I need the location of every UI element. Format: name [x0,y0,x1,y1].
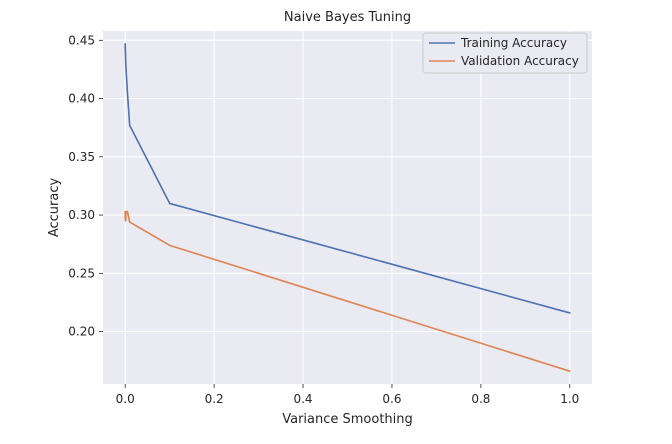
data-point-training-accuracy [124,43,126,45]
x-tick-label: 0.8 [471,392,490,406]
data-point-validation-accuracy [125,210,127,213]
x-tick-label: 0.2 [205,392,224,406]
legend-label-training-accuracy: Training Accuracy [460,36,567,50]
y-tick-label: 0.20 [68,325,95,339]
y-tick-label: 0.30 [68,208,95,222]
y-tick-label: 0.35 [68,150,95,164]
x-tick-label: 0.6 [382,392,401,406]
x-tick-label: 0.0 [116,392,135,406]
chart-title: Naive Bayes Tuning [284,10,411,25]
legend-label-validation-accuracy: Validation Accuracy [461,54,579,68]
y-tick-label: 0.45 [68,33,95,47]
legend: Training Accuracy Validation Accuracy [422,32,588,74]
data-point-validation-accuracy [569,370,571,372]
data-point-validation-accuracy [124,217,126,220]
x-tick-label: 0.4 [293,392,312,406]
x-axis-label: Variance Smoothing [282,412,413,427]
y-tick-label: 0.25 [68,266,95,280]
data-point-training-accuracy [129,124,131,126]
data-point-training-accuracy [169,202,171,205]
data-point-training-accuracy [569,312,571,314]
grid [103,31,592,384]
legend-frame [422,32,588,74]
data-point-training-accuracy [125,60,127,62]
data-point-training-accuracy [126,92,129,94]
y-axis-label: Accuracy [47,178,62,238]
data-point-validation-accuracy [126,210,129,213]
data-point-training-accuracy [124,51,127,53]
data-point-training-accuracy [124,46,126,48]
data-point-training-accuracy [125,70,127,72]
data-point-validation-accuracy [169,244,171,246]
data-point-validation-accuracy [124,219,127,221]
data-point-validation-accuracy [125,220,127,222]
data-point-validation-accuracy [129,221,131,223]
x-tick-label: 1.0 [560,392,579,406]
series [124,43,571,372]
ticks: 0.0 0.2 0.4 0.6 0.8 1.0 0.20 0.25 0.30 0.35 0.40 0.… [68,33,579,406]
data-point-validation-accuracy [124,210,126,213]
y-tick-label: 0.40 [68,92,95,106]
